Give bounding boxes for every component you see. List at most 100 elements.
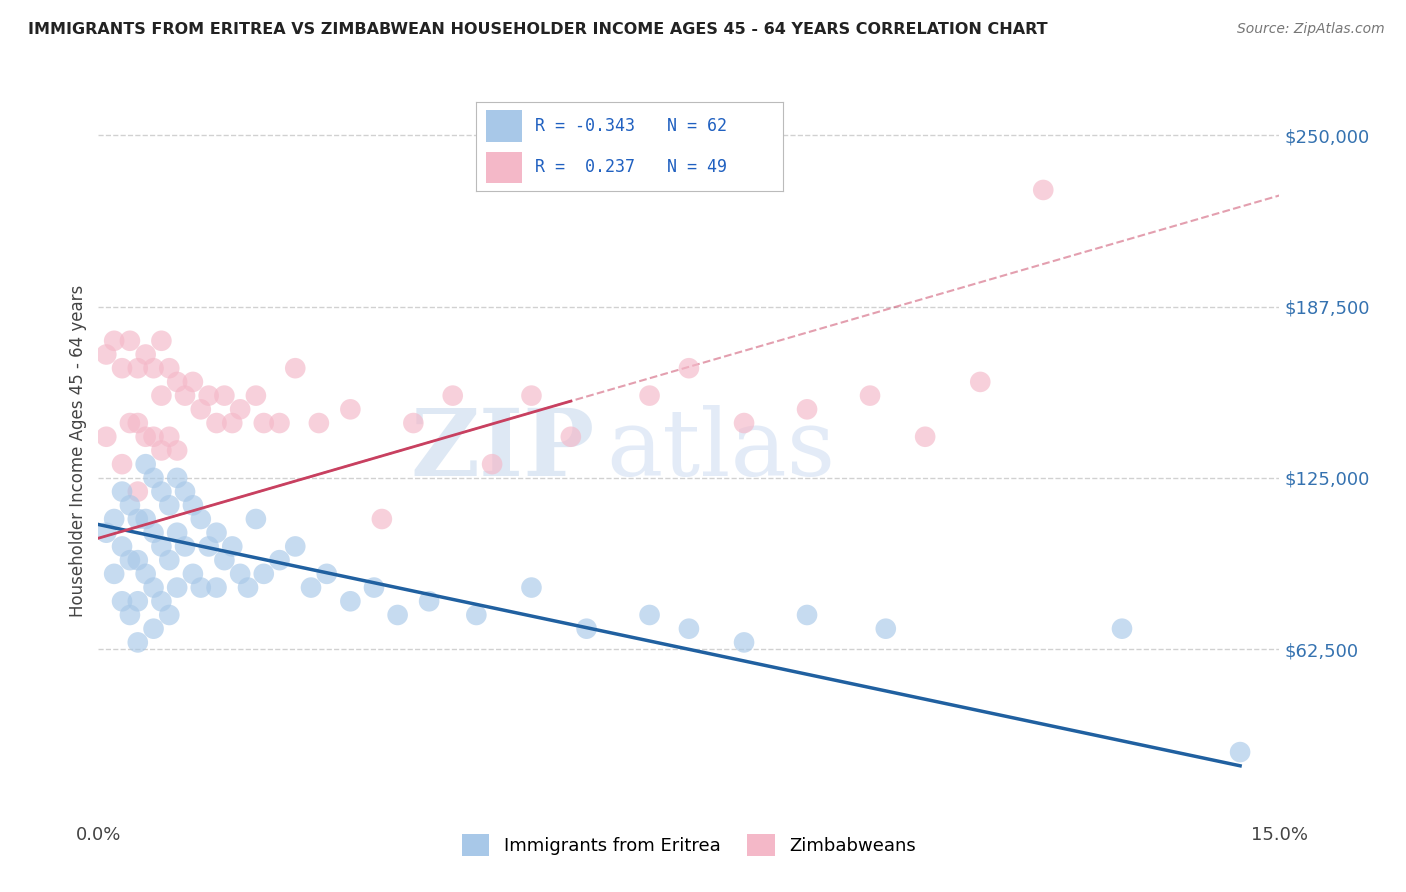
Point (205, 581, 228, 595)
Point (914, 430, 936, 444)
Point (678, 361, 700, 376)
Point (269, 553, 291, 567)
Point (166, 443, 188, 458)
Point (118, 334, 141, 348)
Point (111, 361, 134, 376)
Point (166, 581, 188, 595)
Point (638, 389, 661, 403)
Point (103, 334, 125, 348)
Point (190, 512, 212, 526)
Point (127, 635, 149, 649)
Point (103, 512, 125, 526)
Point (142, 622, 165, 636)
Point (560, 430, 582, 444)
Point (339, 594, 361, 608)
Point (142, 471, 165, 485)
Point (859, 389, 882, 403)
Point (245, 389, 267, 403)
Point (402, 416, 425, 430)
Point (253, 416, 276, 430)
Point (142, 430, 165, 444)
Point (157, 430, 180, 444)
Point (678, 622, 700, 636)
Point (150, 334, 173, 348)
Point (142, 361, 165, 376)
Point (127, 361, 149, 376)
Point (229, 566, 252, 581)
Point (150, 484, 173, 499)
Point (520, 389, 543, 403)
Point (205, 416, 228, 430)
Point (190, 402, 212, 417)
Point (638, 607, 661, 622)
Point (127, 416, 149, 430)
Point (1229, 745, 1251, 759)
Point (205, 525, 228, 540)
Point (363, 581, 385, 595)
Point (135, 457, 157, 471)
Point (142, 581, 165, 595)
Point (135, 430, 157, 444)
Point (157, 361, 180, 376)
Point (733, 635, 755, 649)
Point (157, 607, 180, 622)
Point (181, 566, 204, 581)
Point (174, 540, 197, 554)
Point (166, 471, 188, 485)
Point (127, 553, 149, 567)
Point (127, 512, 149, 526)
Point (221, 416, 243, 430)
Point (190, 581, 212, 595)
Legend: Immigrants from Eritrea, Zimbabweans: Immigrants from Eritrea, Zimbabweans (456, 827, 922, 863)
Point (157, 553, 180, 567)
Text: IMMIGRANTS FROM ERITREA VS ZIMBABWEAN HOUSEHOLDER INCOME AGES 45 - 64 YEARS CORR: IMMIGRANTS FROM ERITREA VS ZIMBABWEAN HO… (28, 22, 1047, 37)
Point (111, 484, 134, 499)
Point (245, 512, 267, 526)
Point (269, 416, 291, 430)
Point (150, 443, 173, 458)
Point (875, 622, 897, 636)
Point (387, 607, 409, 622)
Point (111, 540, 134, 554)
Point (969, 375, 991, 389)
Point (575, 622, 598, 636)
Text: ZIP: ZIP (411, 406, 595, 495)
Point (733, 416, 755, 430)
Point (166, 375, 188, 389)
Text: atlas: atlas (606, 406, 835, 495)
Point (299, 581, 322, 595)
Point (127, 484, 149, 499)
Point (371, 512, 394, 526)
Point (118, 607, 141, 622)
Point (118, 498, 141, 512)
Point (197, 389, 219, 403)
Point (111, 594, 134, 608)
Point (118, 553, 141, 567)
Text: Source: ZipAtlas.com: Source: ZipAtlas.com (1237, 22, 1385, 37)
Point (229, 402, 252, 417)
Point (174, 484, 197, 499)
Point (284, 361, 307, 376)
Point (520, 581, 543, 595)
Point (214, 553, 236, 567)
Point (796, 402, 818, 417)
Point (1032, 183, 1054, 197)
Point (118, 416, 141, 430)
Point (441, 389, 464, 403)
Point (150, 594, 173, 608)
Point (166, 525, 188, 540)
Point (214, 389, 236, 403)
Point (181, 498, 204, 512)
Point (157, 498, 180, 512)
Point (135, 566, 157, 581)
Point (96, 347, 118, 361)
Point (103, 566, 125, 581)
Point (465, 607, 488, 622)
Point (1111, 622, 1133, 636)
Point (135, 512, 157, 526)
Point (221, 540, 243, 554)
Point (150, 540, 173, 554)
Point (142, 525, 165, 540)
Point (308, 416, 330, 430)
Point (418, 594, 440, 608)
